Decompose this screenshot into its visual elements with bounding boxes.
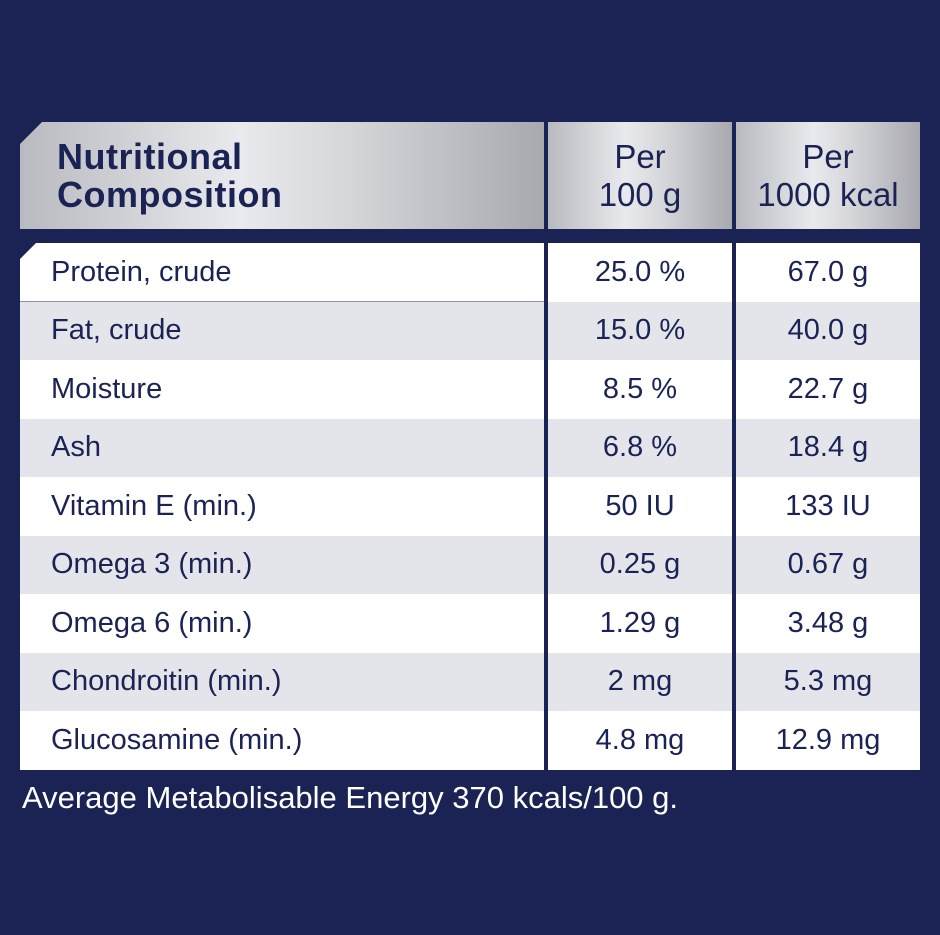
value-per-100g: 8.5 % [548, 360, 732, 419]
value-per-1000kcal: 22.7 g [736, 360, 920, 419]
header-col1-line2: 100 g [598, 175, 682, 213]
nutrient-name: Protein, crude [20, 243, 544, 302]
header-title-line1: Nutritional [57, 135, 243, 177]
nutrient-name: Fat, crude [20, 301, 544, 360]
value-per-1000kcal: 0.67 g [736, 535, 920, 594]
column-divider [544, 122, 548, 229]
column-divider [544, 535, 548, 594]
table-header: Nutritional Composition Per 100 g Per 10… [20, 122, 920, 229]
table-row: Protein, crude 25.0 % 67.0 g [20, 243, 920, 302]
value-per-1000kcal: 5.3 mg [736, 652, 920, 711]
column-divider [732, 652, 736, 711]
value-per-100g: 4.8 mg [548, 711, 732, 770]
column-divider [732, 535, 736, 594]
column-divider [732, 477, 736, 536]
table-row: Omega 6 (min.) 1.29 g 3.48 g [20, 594, 920, 653]
header-title: Nutritional Composition [20, 122, 544, 229]
value-per-1000kcal: 3.48 g [736, 594, 920, 653]
nutrient-name: Vitamin E (min.) [20, 477, 544, 536]
value-per-1000kcal: 18.4 g [736, 418, 920, 477]
value-per-100g: 1.29 g [548, 594, 732, 653]
table-row: Glucosamine (min.) 4.8 mg 12.9 mg [20, 711, 920, 770]
column-divider [732, 711, 736, 770]
value-per-1000kcal: 67.0 g [736, 243, 920, 302]
nutrient-name: Chondroitin (min.) [20, 652, 544, 711]
table-body: Protein, crude 25.0 % 67.0 g Fat, crude … [20, 243, 920, 770]
column-divider [732, 594, 736, 653]
header-per-100g: Per 100 g [548, 122, 732, 229]
value-per-100g: 15.0 % [548, 301, 732, 360]
table-row: Moisture 8.5 % 22.7 g [20, 360, 920, 419]
nutrient-name: Glucosamine (min.) [20, 711, 544, 770]
column-divider [732, 301, 736, 360]
table-row: Ash 6.8 % 18.4 g [20, 418, 920, 477]
value-per-100g: 50 IU [548, 477, 732, 536]
column-divider [732, 418, 736, 477]
header-col1-line1: Per [614, 137, 666, 175]
nutrient-name: Ash [20, 418, 544, 477]
column-divider [732, 243, 736, 302]
value-per-100g: 25.0 % [548, 243, 732, 302]
value-per-100g: 2 mg [548, 652, 732, 711]
nutrition-table: Nutritional Composition Per 100 g Per 10… [20, 122, 920, 770]
column-divider [544, 711, 548, 770]
value-per-1000kcal: 133 IU [736, 477, 920, 536]
column-divider [544, 594, 548, 653]
column-divider [732, 360, 736, 419]
header-per-1000kcal: Per 1000 kcal [736, 122, 920, 229]
column-divider [544, 243, 548, 302]
header-col2-line2: 1000 kcal [757, 175, 899, 213]
nutrient-name: Omega 6 (min.) [20, 594, 544, 653]
value-per-100g: 0.25 g [548, 535, 732, 594]
table-row: Fat, crude 15.0 % 40.0 g [20, 301, 920, 360]
column-divider [544, 418, 548, 477]
table-row: Vitamin E (min.) 50 IU 133 IU [20, 477, 920, 536]
column-divider [544, 360, 548, 419]
column-divider [544, 301, 548, 360]
column-divider [544, 477, 548, 536]
column-divider [732, 122, 736, 229]
value-per-100g: 6.8 % [548, 418, 732, 477]
energy-footnote: Average Metabolisable Energy 370 kcals/1… [22, 780, 679, 815]
nutrient-name: Moisture [20, 360, 544, 419]
header-title-line2: Composition [57, 173, 283, 215]
table-row: Omega 3 (min.) 0.25 g 0.67 g [20, 535, 920, 594]
value-per-1000kcal: 12.9 mg [736, 711, 920, 770]
value-per-1000kcal: 40.0 g [736, 301, 920, 360]
header-col2-line1: Per [802, 137, 854, 175]
nutrient-name: Omega 3 (min.) [20, 535, 544, 594]
header-spacer [20, 229, 920, 243]
table-row: Chondroitin (min.) 2 mg 5.3 mg [20, 652, 920, 711]
column-divider [544, 652, 548, 711]
